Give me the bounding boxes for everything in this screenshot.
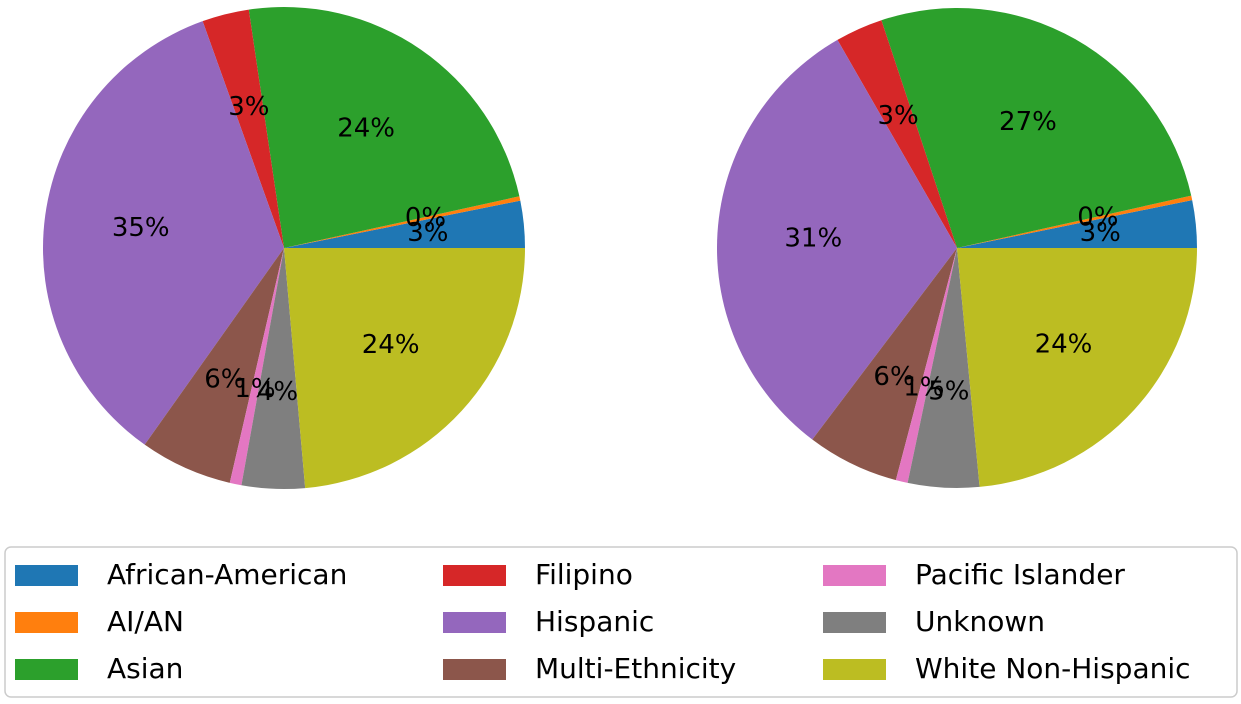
legend-swatch [443, 565, 506, 586]
legend-swatch [823, 659, 886, 680]
pie-slice [957, 248, 1197, 487]
slice-label: 3% [407, 218, 448, 248]
pie-slice [881, 8, 1192, 248]
pie-slice [957, 200, 1197, 248]
legend-label: White Non-Hispanic [915, 652, 1191, 685]
pie-slice [284, 200, 525, 248]
pie-slice [202, 9, 284, 248]
slice-label: 35% [112, 213, 170, 243]
slice-label: 6% [873, 362, 914, 392]
legend-swatch [15, 565, 78, 586]
legend-swatch [443, 659, 506, 680]
legend-swatch [15, 612, 78, 633]
legend-label: Pacific Islander [915, 558, 1125, 591]
slice-label: 27% [999, 107, 1057, 137]
legend-swatch [15, 659, 78, 680]
pie-slice [717, 39, 957, 440]
legend-swatch [823, 612, 886, 633]
legend-label: African-American [107, 558, 347, 591]
slice-label: 24% [362, 330, 420, 360]
pie-slice [907, 248, 980, 488]
legend-swatch [443, 612, 506, 633]
pie-slice [241, 248, 306, 489]
slice-label: 1% [234, 374, 275, 404]
slice-label: 5% [928, 376, 969, 406]
slice-label: 31% [784, 223, 842, 253]
slice-label: 0% [405, 203, 446, 233]
slice-label: 3% [228, 92, 269, 122]
pie-slice [284, 196, 521, 248]
legend-label: Hispanic [535, 605, 654, 638]
slice-label: 24% [1035, 329, 1093, 359]
legend-box [4, 546, 1238, 698]
pie-slice [144, 248, 284, 483]
slice-label: 6% [204, 364, 245, 394]
pie-slice [42, 21, 284, 445]
pie-slice [284, 248, 525, 489]
slice-label: 1% [903, 373, 944, 403]
slice-label: 24% [337, 113, 395, 143]
pie-slice [812, 248, 957, 481]
legend-label: Unknown [915, 605, 1045, 638]
pie-slice [229, 248, 284, 486]
legend-label: Asian [107, 652, 183, 685]
legend-swatch [823, 565, 886, 586]
pie-slice [837, 20, 957, 249]
legend-label: Multi-Ethnicity [535, 652, 736, 685]
slice-label: 4% [257, 377, 298, 407]
pie-slice [957, 195, 1193, 248]
pie-slice [248, 6, 520, 249]
pie-slice [895, 248, 957, 483]
slice-label: 3% [878, 101, 919, 131]
legend-label: AI/AN [107, 605, 184, 638]
legend-label: Filipino [535, 558, 633, 591]
slice-label: 3% [1080, 218, 1121, 248]
slice-label: 0% [1077, 202, 1118, 232]
